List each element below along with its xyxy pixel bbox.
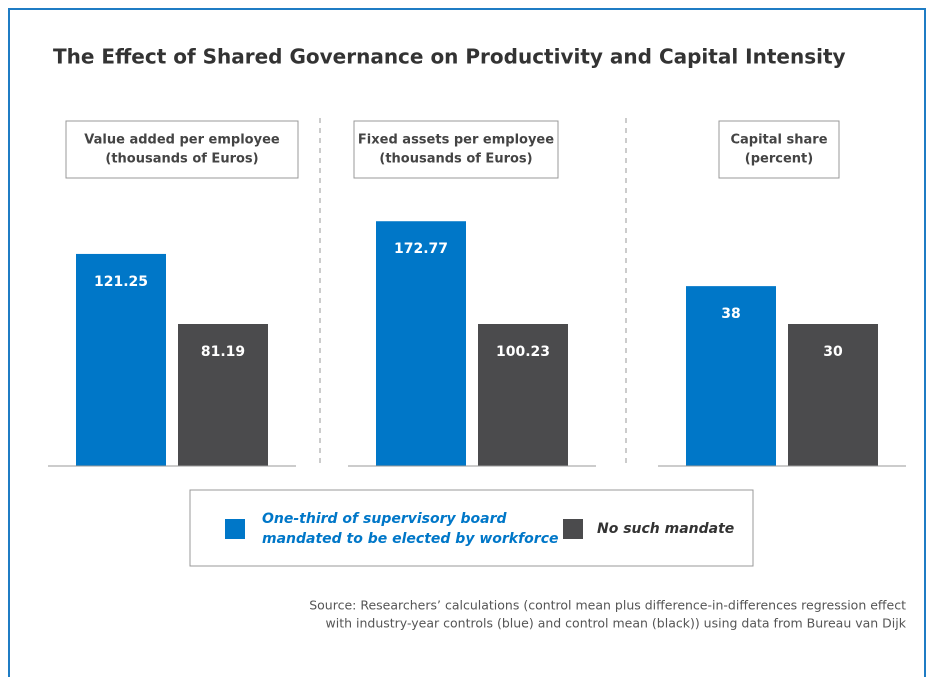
- legend-swatch: [563, 519, 583, 539]
- value-label: 38: [721, 306, 740, 322]
- value-label: 100.23: [496, 344, 550, 360]
- value-label: 121.25: [94, 274, 148, 290]
- legend-label: One-third of supervisory board: [262, 511, 508, 527]
- panel-title: Capital share: [730, 133, 827, 148]
- panel-title-box: [718, 120, 840, 179]
- panel-title: (thousands of Euros): [105, 152, 258, 167]
- source-note: with industry-year controls (blue) and c…: [326, 616, 907, 631]
- panel-title-box: [65, 120, 299, 179]
- bar: [478, 324, 568, 466]
- panel-title: Fixed assets per employee: [358, 133, 554, 148]
- panel-title-box: [353, 120, 559, 179]
- bar: [376, 221, 466, 466]
- panel-title: (thousands of Euros): [379, 152, 532, 167]
- bar: [76, 253, 166, 466]
- legend-swatch: [225, 519, 245, 539]
- panel-title: Value added per employee: [84, 133, 280, 148]
- source-note: Source: Researchers’ calculations (contr…: [309, 598, 906, 613]
- bar: [788, 324, 878, 466]
- bar: [686, 286, 776, 466]
- panel-title: (percent): [745, 152, 813, 167]
- value-label: 30: [823, 344, 843, 360]
- chart-title: The Effect of Shared Governance on Produ…: [53, 45, 846, 69]
- value-label: 172.77: [394, 241, 448, 257]
- legend-label: mandated to be elected by workforce: [262, 531, 559, 547]
- legend-box: [189, 489, 754, 567]
- frame: [8, 8, 926, 677]
- bar: [178, 324, 268, 466]
- value-label: 81.19: [201, 344, 245, 360]
- legend-label: No such mandate: [597, 521, 734, 537]
